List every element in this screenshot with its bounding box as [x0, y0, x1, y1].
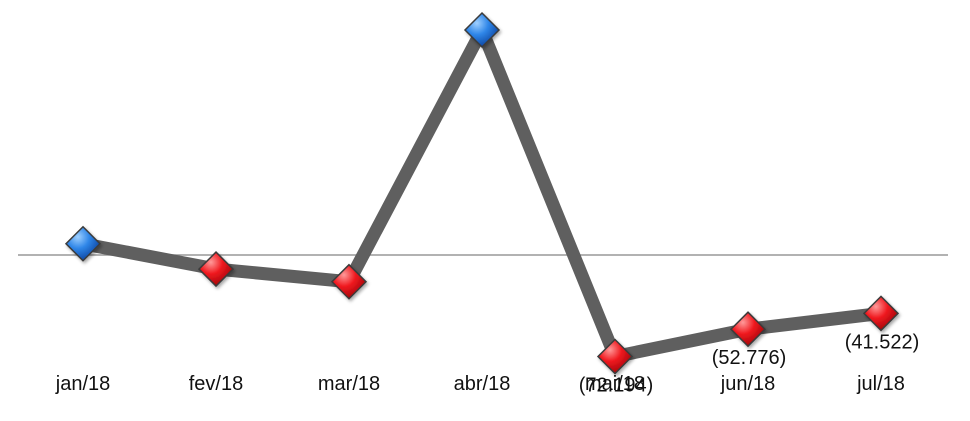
x-tick-label-mar-18: mar/18 [318, 373, 380, 395]
data-point-fev-18 [197, 251, 235, 288]
data-point-jul-18 [862, 295, 900, 332]
x-tick-label-abr-18: abr/18 [454, 373, 511, 395]
x-tick-label-jun-18: jun/18 [720, 373, 776, 395]
data-label-jul-18: (41.522) [845, 331, 920, 353]
x-tick-label-mai-18: mai/18 [585, 373, 645, 395]
data-label-mai-18: (72.194) [579, 375, 654, 397]
data-point-mai-18 [596, 338, 634, 375]
x-tick-label-fev-18: fev/18 [189, 373, 243, 395]
data-point-mar-18 [330, 263, 368, 300]
x-tick-label-jan-18: jan/18 [55, 373, 111, 395]
x-tick-label-jul-18: jul/18 [856, 373, 905, 395]
data-point-jan-18 [64, 225, 102, 262]
data-label-jun-18: (52.776) [712, 347, 787, 369]
data-point-jun-18 [729, 311, 767, 348]
data-point-abr-18 [463, 11, 501, 49]
series-line [81, 14, 882, 364]
